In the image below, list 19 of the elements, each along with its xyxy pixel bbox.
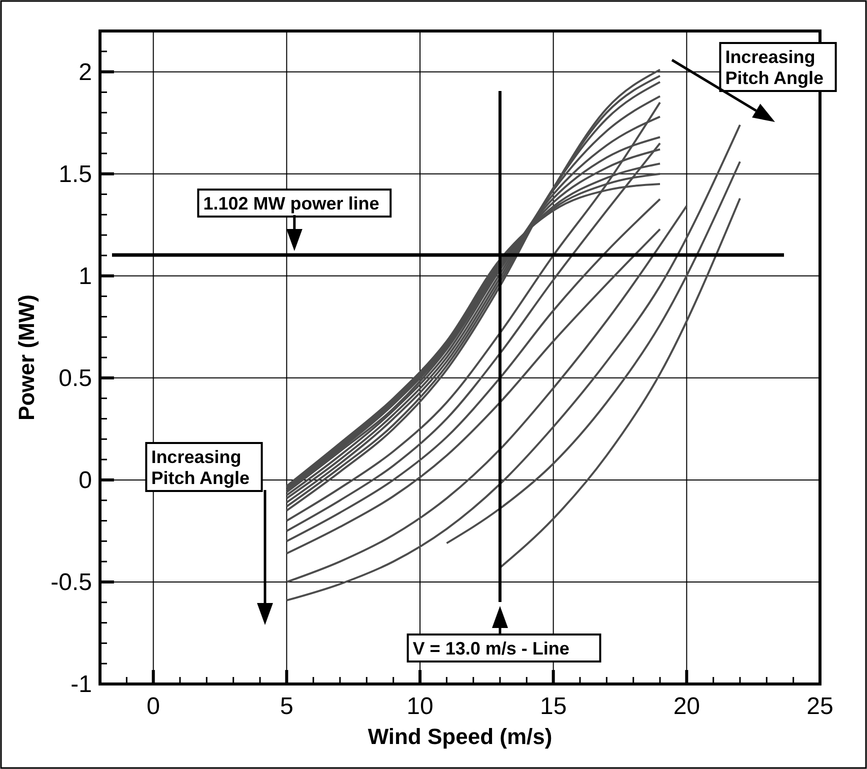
y-tick-label: -1 xyxy=(70,671,92,698)
x-tick-label: 10 xyxy=(406,693,434,720)
x-axis-title: Wind Speed (m/s) xyxy=(368,724,552,749)
y-tick-label: 0 xyxy=(78,466,92,494)
y-tick-label: 1 xyxy=(78,262,92,290)
y-tick-label: 0.5 xyxy=(58,364,92,392)
annotation: Increasing Pitch Angle xyxy=(725,47,824,88)
x-tick-label: 20 xyxy=(673,693,700,720)
ref-line-label: 1.102 MW power line xyxy=(203,194,380,214)
y-tick-label: -0.5 xyxy=(50,568,92,596)
y-tick-label: 2 xyxy=(78,58,92,86)
x-tick-label: 0 xyxy=(146,693,160,720)
x-tick-label: 25 xyxy=(806,693,834,720)
ref-line-label: V = 13.0 m/s - Line xyxy=(412,638,570,658)
y-tick-label: 1.5 xyxy=(58,160,92,188)
annotation: Increasing Pitch Angle xyxy=(151,447,250,488)
x-tick-label: 5 xyxy=(280,693,294,720)
y-axis-title: Power (MW) xyxy=(14,294,39,420)
x-tick-label: 15 xyxy=(540,693,567,720)
